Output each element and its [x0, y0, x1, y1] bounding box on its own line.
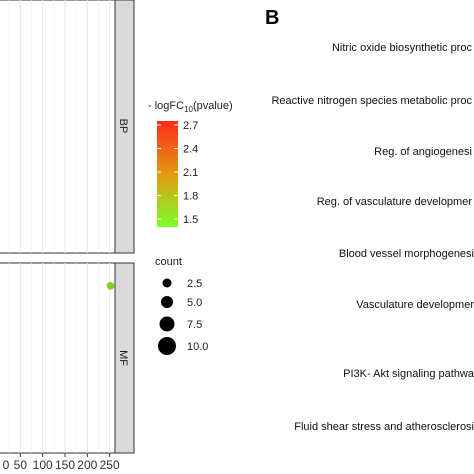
- size-legend-dot: [162, 278, 172, 288]
- size-legend-dot: [161, 296, 173, 308]
- size-legend-label: 7.5: [187, 319, 202, 331]
- bp-strip: [114, 0, 135, 254]
- mf-plot-area: [0, 262, 116, 454]
- panel-b-term: Reg. of angiogenesi: [374, 146, 472, 158]
- bp-panel: BP: [0, 0, 135, 254]
- x-axis: 50 100 150 200 250 0: [3, 453, 120, 472]
- size-legend-label: 5.0: [187, 297, 202, 309]
- x-tick-label: 250: [100, 458, 120, 472]
- mf-data-points: [106, 282, 115, 290]
- x-tick-label-partial: 0: [3, 458, 10, 472]
- size-legend-entries: 2.5 5.0 7.5 10.0: [158, 278, 208, 355]
- color-tick-label: 2.4: [183, 143, 198, 155]
- x-tick-label: 200: [77, 458, 97, 472]
- color-tick-label: 2.7: [183, 120, 198, 132]
- color-legend: - logFC10(pvalue) 2.7 2.4 2.1 1.8 1.5: [148, 100, 233, 227]
- x-tick-label: 50: [14, 458, 28, 472]
- mf-panel: MF: [0, 262, 135, 454]
- panel-b-term-list: Nitric oxide biosynthetic proc Reactive n…: [271, 42, 474, 433]
- panel-b-label: B: [265, 7, 279, 29]
- bp-strip-label: BP: [117, 119, 129, 134]
- color-tick-label: 1.8: [183, 191, 198, 203]
- color-legend-bar: [157, 121, 178, 227]
- panel-b-term: Reactive nitrogen species metabolic proc: [271, 95, 472, 107]
- panel-b-term: Blood vessel morphogenesi: [339, 248, 474, 260]
- bp-plot-area: [0, 0, 116, 254]
- bp-gridlines: [8, 0, 111, 253]
- size-legend-dot: [159, 316, 175, 332]
- color-legend-ticks: 2.7 2.4 2.1 1.8 1.5: [157, 120, 198, 226]
- color-tick-label: 1.5: [183, 214, 198, 226]
- size-legend: count 2.5 5.0 7.5 10.0: [155, 256, 208, 355]
- mf-strip-label: MF: [117, 350, 129, 366]
- size-legend-title: count: [155, 256, 182, 268]
- panel-b-term: PI3K- Akt signaling pathwa: [343, 368, 474, 380]
- size-legend-label: 2.5: [187, 278, 202, 290]
- size-legend-label: 10.0: [187, 341, 208, 353]
- color-legend-title: - logFC10(pvalue): [148, 100, 233, 114]
- x-tick-label: 100: [33, 458, 53, 472]
- panel-b-term: Nitric oxide biosynthetic proc: [332, 42, 473, 54]
- data-point: [106, 282, 115, 290]
- mf-gridlines: [8, 263, 111, 453]
- panel-b-term: Fluid shear stress and atherosclerosi: [294, 421, 474, 433]
- panel-b-term: Vasculature developmer: [356, 299, 474, 311]
- x-tick-label: 150: [55, 458, 75, 472]
- panel-b-term: Reg. of vasculature developmer: [317, 196, 473, 208]
- color-tick-label: 2.1: [183, 167, 198, 179]
- size-legend-dot: [158, 337, 176, 355]
- mf-strip: [114, 262, 135, 454]
